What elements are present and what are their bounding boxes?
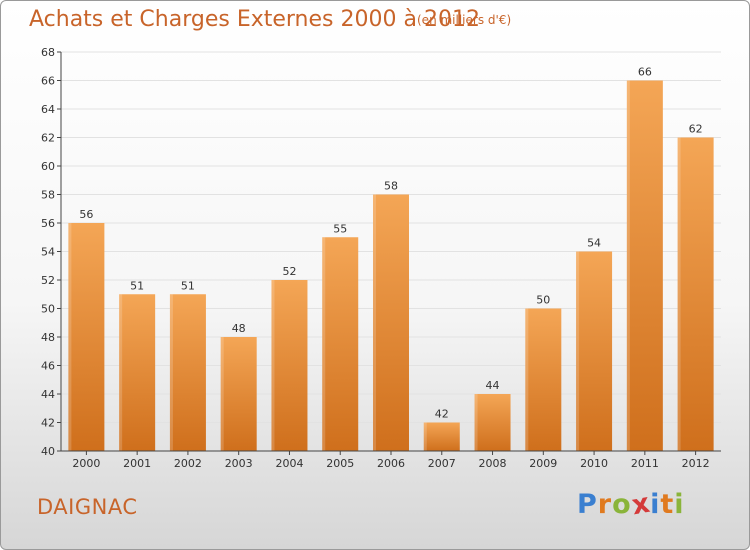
bar-highlight xyxy=(677,137,681,451)
y-tick-label: 44 xyxy=(41,388,55,401)
bar-highlight xyxy=(525,308,529,451)
x-tick-label: 2002 xyxy=(174,457,202,470)
data-label: 56 xyxy=(79,208,93,221)
y-tick-label: 64 xyxy=(41,103,55,116)
y-tick-label: 56 xyxy=(41,217,55,230)
bar-2006 xyxy=(373,194,409,451)
y-tick-label: 68 xyxy=(41,46,55,59)
bar-highlight xyxy=(626,80,630,451)
y-tick-label: 48 xyxy=(41,331,55,344)
bar-2002 xyxy=(169,294,206,451)
bar-highlight xyxy=(373,194,376,451)
bar-highlight xyxy=(423,422,427,451)
data-label: 55 xyxy=(333,222,347,235)
bar-2004 xyxy=(271,280,308,451)
y-tick-label: 50 xyxy=(41,303,55,316)
bar-2003 xyxy=(220,337,257,451)
y-tick-label: 60 xyxy=(41,160,55,173)
data-label: 66 xyxy=(638,66,652,79)
data-label: 58 xyxy=(384,180,398,193)
logo-letter: i xyxy=(674,489,685,520)
data-label: 54 xyxy=(587,237,601,250)
bar-2005 xyxy=(322,237,359,451)
bar-highlight xyxy=(169,294,173,451)
x-tick-label: 2011 xyxy=(631,457,659,470)
x-tick-label: 2003 xyxy=(225,457,253,470)
bar-highlight xyxy=(220,337,224,451)
bar-2009 xyxy=(525,308,562,451)
y-tick-label: 62 xyxy=(41,132,55,145)
bar-highlight xyxy=(271,280,275,451)
axes: 40 42 44 46 48 50 52 54 56 58 60 62 64 66 68 2000 2001 20… xyxy=(41,46,721,470)
x-tick-label: 2006 xyxy=(377,457,405,470)
data-label: 44 xyxy=(486,379,500,392)
y-tick-label: 58 xyxy=(41,189,55,202)
x-tick-label: 2009 xyxy=(529,457,557,470)
chart-subtitle: (en milliers d'€) xyxy=(417,13,512,27)
data-label: 51 xyxy=(130,279,144,292)
logo-letter: P xyxy=(577,489,598,520)
chart-title: Achats et Charges Externes 2000 à 2012 xyxy=(29,7,480,32)
bar-2007 xyxy=(423,422,460,451)
bar-2001 xyxy=(119,294,156,451)
bar-2000 xyxy=(68,223,105,451)
logo-letter: i xyxy=(650,489,661,520)
x-tick-label: 2005 xyxy=(326,457,354,470)
logo-letter: t xyxy=(660,489,675,520)
data-label: 62 xyxy=(689,123,703,136)
bar-highlight xyxy=(322,237,326,451)
data-label: 48 xyxy=(232,322,246,335)
y-tick-label: 40 xyxy=(41,445,55,458)
bar-highlight xyxy=(474,394,478,451)
x-tick-label: 2008 xyxy=(479,457,507,470)
data-label: 50 xyxy=(536,294,550,307)
city-name: DAIGNAC xyxy=(37,495,138,519)
y-tick-label: 42 xyxy=(41,417,55,430)
x-tick-label: 2010 xyxy=(580,457,608,470)
bars: 56 51 51 48 52 55 58 42 44 50 54 66 62 xyxy=(68,66,714,451)
bar-2011 xyxy=(626,80,663,451)
bar-highlight xyxy=(119,294,123,451)
x-tick-label: 2012 xyxy=(682,457,710,470)
x-tick-label: 2004 xyxy=(275,457,303,470)
bar-highlight xyxy=(576,251,580,451)
data-label: 51 xyxy=(181,279,195,292)
y-tick-label: 66 xyxy=(41,75,55,88)
x-tick-label: 2007 xyxy=(428,457,456,470)
data-label: 52 xyxy=(282,265,296,278)
bar-2010 xyxy=(576,251,613,451)
y-tick-label: 46 xyxy=(41,360,55,373)
y-tick-label: 52 xyxy=(41,274,55,287)
y-tick-label: 54 xyxy=(41,246,55,259)
logo-letter: o xyxy=(612,489,632,520)
proxiti-logo[interactable]: Proxiti xyxy=(577,488,685,522)
data-label: 42 xyxy=(435,408,449,421)
x-tick-label: 2000 xyxy=(72,457,100,470)
bar-highlight xyxy=(68,223,72,451)
bar-2012 xyxy=(677,137,714,451)
bar-2008 xyxy=(474,394,511,451)
x-tick-label: 2001 xyxy=(123,457,151,470)
logo-letter: r xyxy=(597,489,613,520)
